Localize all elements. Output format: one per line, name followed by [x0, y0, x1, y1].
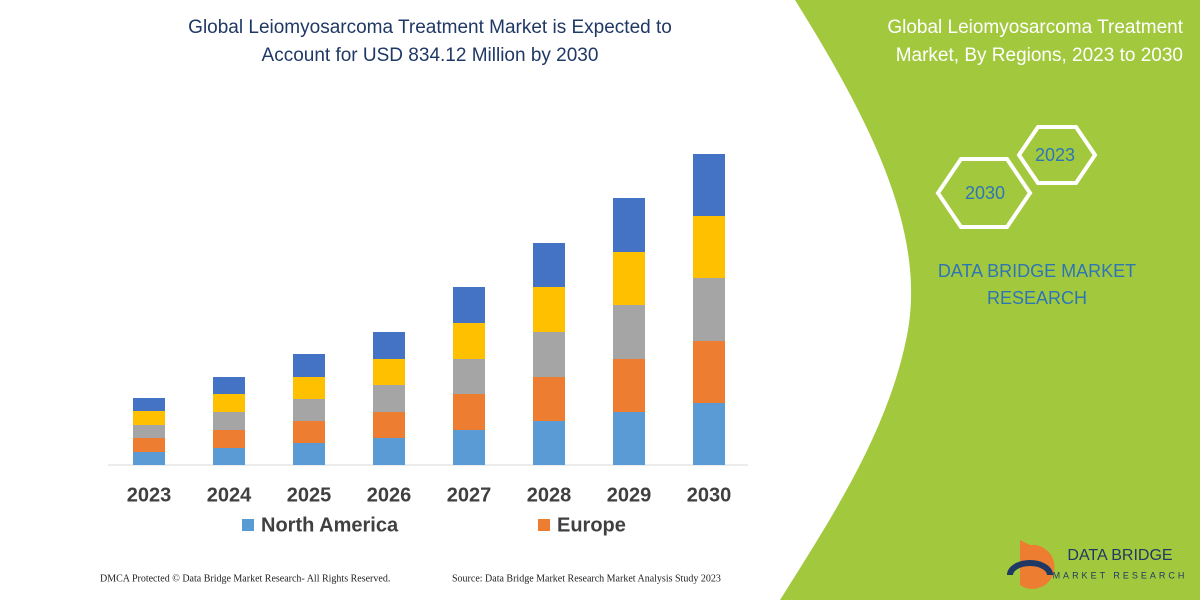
hexagon: [1016, 125, 1098, 185]
bar-segment: [213, 448, 245, 465]
chart-title: Account for USD 834.12 Million by 2030: [262, 45, 599, 66]
bar-segment: [693, 278, 725, 341]
bar-segment: [293, 443, 325, 465]
bar-segment: [133, 411, 165, 425]
bar-segment: [133, 452, 165, 465]
x-tick-label: 2024: [207, 484, 252, 506]
x-tick-label: 2029: [607, 484, 652, 506]
bar-segment: [453, 323, 485, 359]
x-tick-label: 2027: [447, 484, 492, 506]
panel-title: Market, By Regions, 2023 to 2030: [896, 45, 1183, 66]
bar-segment: [293, 399, 325, 421]
bar-segment: [213, 430, 245, 448]
hex-year: 2030: [965, 183, 1005, 203]
bar-segment: [213, 394, 245, 412]
bar-segment: [293, 354, 325, 377]
bar-segment: [213, 412, 245, 430]
bar-segment: [693, 154, 725, 216]
bar-segment: [213, 377, 245, 394]
bar-segment: [613, 359, 645, 412]
x-tick-label: 2026: [367, 484, 412, 506]
bar-segment: [613, 198, 645, 252]
logo-name: DATA BRIDGE: [1067, 547, 1172, 564]
x-tick-label: 2023: [127, 484, 172, 506]
panel-title: Global Leiomyosarcoma Treatment: [887, 17, 1183, 38]
hexagon: [935, 157, 1033, 229]
bar-segment: [133, 438, 165, 452]
logo-mark: [1007, 560, 1053, 576]
bar-segment: [693, 216, 725, 278]
footer-left: DMCA Protected © Data Bridge Market Rese…: [100, 573, 390, 584]
bar-segment: [693, 403, 725, 465]
logo-tagline: MARKET RESEARCH: [1053, 570, 1188, 580]
brand-text: DATA BRIDGE MARKET: [938, 261, 1136, 281]
x-tick-label: 2028: [527, 484, 572, 506]
legend-swatch: [242, 519, 254, 531]
bar-segment: [613, 305, 645, 359]
bar-segment: [293, 421, 325, 443]
bar-segment: [613, 252, 645, 305]
bar-segment: [133, 398, 165, 411]
bar-segment: [373, 438, 405, 465]
footer-right: Source: Data Bridge Market Research Mark…: [452, 573, 721, 584]
bar-segment: [373, 385, 405, 412]
bar-segment: [533, 243, 565, 287]
brand-text: RESEARCH: [987, 288, 1087, 308]
panel-bg: [780, 0, 1200, 600]
bar-segment: [533, 332, 565, 377]
bar-segment: [453, 287, 485, 323]
bar-segment: [453, 359, 485, 394]
bar-segment: [533, 287, 565, 332]
chart-title: Global Leiomyosarcoma Treatment Market i…: [188, 17, 672, 38]
bar-segment: [453, 430, 485, 465]
bar-segment: [533, 421, 565, 465]
legend-label: North America: [261, 514, 399, 536]
bar-segment: [533, 377, 565, 421]
x-tick-label: 2030: [687, 484, 732, 506]
bar-segment: [133, 425, 165, 438]
x-tick-label: 2025: [287, 484, 332, 506]
bar-segment: [453, 394, 485, 430]
bar-segment: [373, 359, 405, 385]
bar-segment: [293, 377, 325, 399]
bar-segment: [613, 412, 645, 465]
hex-year: 2023: [1035, 145, 1075, 165]
legend-swatch: [538, 519, 550, 531]
bar-segment: [373, 332, 405, 359]
bar-segment: [693, 341, 725, 403]
bar-segment: [373, 412, 405, 438]
legend-label: Europe: [557, 514, 626, 536]
